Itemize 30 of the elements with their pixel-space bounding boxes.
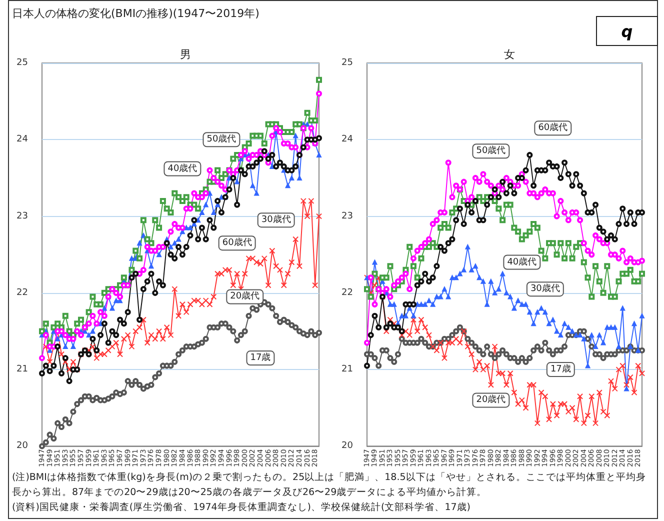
annotation: 50歳代 (206, 134, 236, 145)
chart-subtitle: 男 (180, 48, 191, 61)
y-tick-label: 25 (16, 58, 28, 68)
text: (資料)国民健康・栄養調査(厚生労働省、1974年身長体重調査なし)、学校保健統計(文部科学省、17歳) (12, 501, 472, 515)
text: q (596, 16, 658, 46)
y-tick-label: 20 (342, 441, 354, 452)
y-tick-label: 23 (342, 211, 353, 222)
chart-title: 日本人の体格の変化(BMIの推移)(1947〜2019年) (12, 6, 260, 21)
y-tick-label: 24 (16, 134, 28, 145)
annotation: 30歳代 (530, 283, 560, 294)
annotation: 60歳代 (538, 122, 568, 134)
y-tick-label: 25 (342, 58, 353, 68)
y-tick-label: 24 (342, 134, 354, 145)
chart-subtitle: 女 (504, 48, 515, 61)
y-tick-label: 21 (16, 364, 28, 375)
annotation: 20歳代 (476, 394, 506, 406)
y-tick-label: 23 (16, 211, 28, 222)
annotation: 60歳代 (222, 237, 252, 248)
text: (注)BMIは体格指数で体重(kg)を身長(m)の２乗で割ったもの。25以上は「肥満」、18.5以下は「やせ」とされる。ここでは平均体重と平均身長から算出。87年までの20〜29歳は20〜25歳の各歳データ及び26〜29歳データによる平均値から計算。 (12, 471, 647, 500)
annotation: 50歳代 (476, 145, 506, 156)
annotation: 17歳 (550, 364, 571, 375)
y-tick-label: 20 (16, 441, 28, 452)
annotation: 20歳代 (230, 290, 260, 302)
y-tick-label: 22 (16, 288, 28, 298)
annotation: 40歳代 (168, 162, 198, 174)
y-tick-label: 21 (342, 364, 353, 375)
annotation: 17歳 (250, 352, 271, 364)
y-tick-label: 22 (342, 288, 353, 298)
annotation: 30歳代 (261, 214, 291, 226)
annotation: 40歳代 (507, 256, 537, 268)
